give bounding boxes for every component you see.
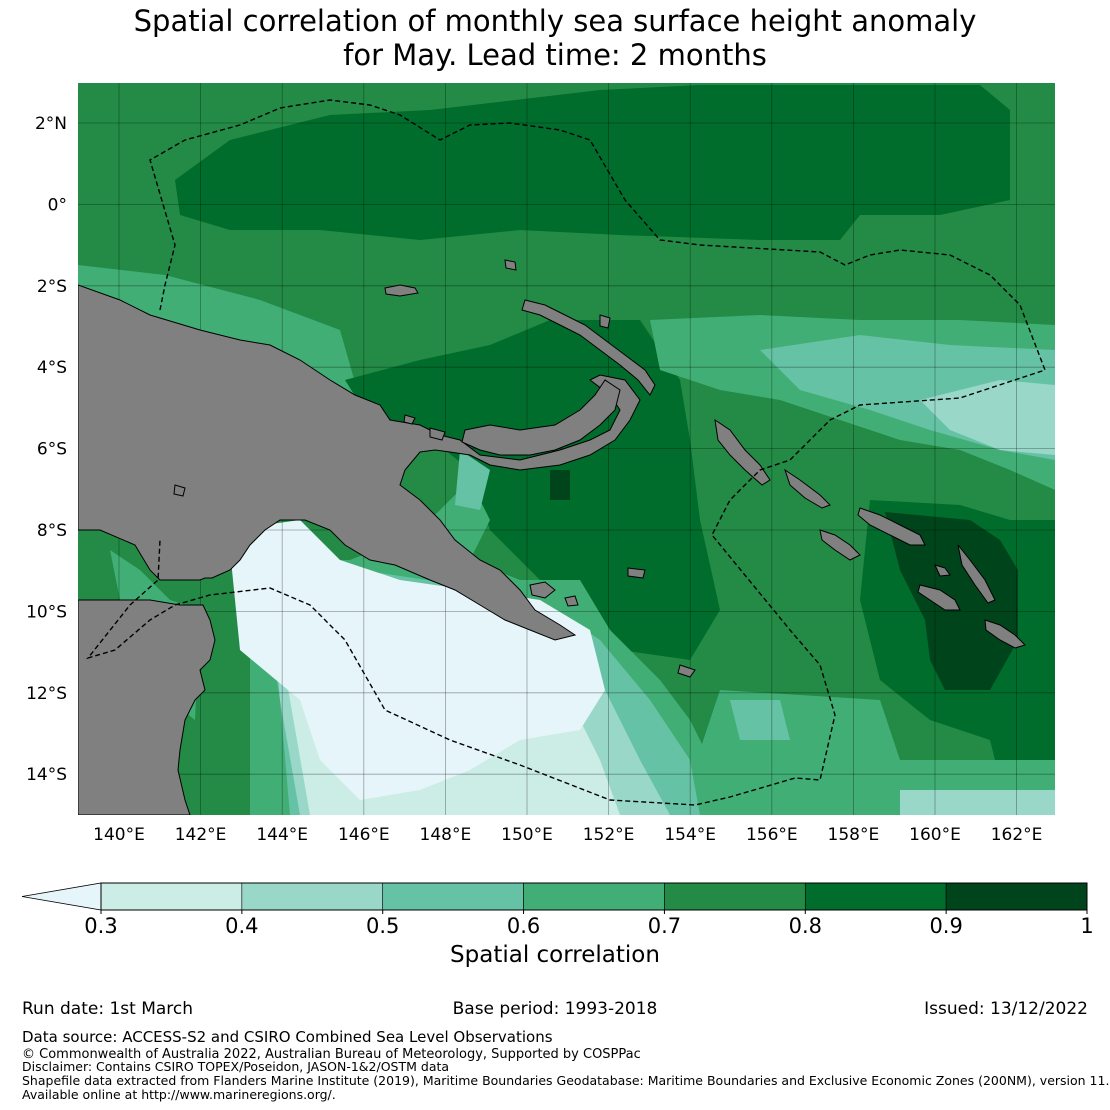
longitude-label: 162°E (991, 825, 1043, 845)
latitude-label: 0° (48, 195, 67, 215)
colorbar-bin (241, 882, 384, 911)
island-land (677, 664, 696, 678)
issued-date: Issued: 13/12/2022 (924, 999, 1088, 1019)
latitude-label: 12°S (26, 684, 67, 704)
title-line-2: for May. Lead time: 2 months (343, 38, 767, 72)
colorbar-frame (100, 882, 1088, 911)
disclaimer: Disclaimer: Contains CSIRO TOPEX/Poseido… (22, 1059, 450, 1074)
colorbar-tick-label: 0.3 (84, 914, 117, 938)
colorbar-bin (523, 882, 665, 911)
longitude-label: 146°E (338, 825, 390, 845)
latitude-label: 2°S (37, 277, 67, 297)
colorbar-tick-label: 0.6 (507, 914, 540, 938)
correlation-patch (455, 450, 490, 510)
colorbar-tick-label: 0.5 (366, 914, 399, 938)
colorbar-tick-label: 1 (1080, 914, 1093, 938)
availability: Available online at http://www.marinereg… (22, 1087, 336, 1102)
longitude-label: 158°E (828, 825, 880, 845)
latitude-label: 2°N (35, 114, 67, 134)
correlation-patch (228, 520, 605, 800)
island-land (627, 567, 646, 579)
longitude-label: 144°E (256, 825, 308, 845)
solomon-island-land (784, 468, 831, 509)
colorbar-bin (945, 882, 1088, 911)
colorbar-bin (664, 882, 806, 911)
longitude-label: 142°E (175, 825, 227, 845)
correlation-patch (550, 470, 570, 500)
shapefile-source: Shapefile data extracted from Flanders M… (22, 1073, 1110, 1088)
longitude-label: 150°E (501, 825, 553, 845)
colorbar-label: Spatial correlation (450, 942, 660, 968)
eez-boundary (86, 99, 1046, 806)
longitude-label: 148°E (420, 825, 472, 845)
longitude-label: 140°E (93, 825, 145, 845)
island-land (403, 414, 416, 425)
longitude-label: 156°E (746, 825, 798, 845)
solomon-island-land (984, 619, 1026, 649)
longitude-label: 152°E (583, 825, 635, 845)
solomon-island-land (934, 564, 951, 577)
correlation-patch (730, 700, 790, 740)
colorbar-tick-label: 0.4 (225, 914, 258, 938)
island-land (173, 484, 186, 497)
solomon-island-land (819, 529, 861, 561)
colorbar-extend-triangle (21, 882, 102, 911)
latitude-labels: 2°N 0° 2°S 4°S 6°S 8°S 10°S 12°S 14°S (26, 114, 67, 785)
colorbar-tick-label: 0.9 (929, 914, 962, 938)
solomon-island-land (857, 507, 926, 546)
longitude-label: 154°E (664, 825, 716, 845)
island-land (529, 581, 556, 599)
colorbar-tick-label: 0.8 (789, 914, 822, 938)
bougainville-land (714, 418, 771, 486)
correlation-patch (920, 380, 1055, 455)
map-title: Spatial correlation of monthly sea surfa… (0, 4, 1110, 72)
colorbar-tick-label: 0.7 (648, 914, 681, 938)
map-area (78, 83, 1055, 815)
land (78, 259, 1026, 815)
title-line-1: Spatial correlation of monthly sea surfa… (133, 4, 977, 38)
latitude-label: 10°S (26, 602, 67, 622)
data-source: Data source: ACCESS-S2 and CSIRO Combine… (22, 1028, 553, 1046)
australia-land (78, 599, 216, 815)
solomon-island-land (917, 584, 961, 611)
colorbar-bin (804, 882, 947, 911)
run-date: Run date: 1st March (22, 999, 194, 1019)
island-land (429, 427, 446, 441)
correlation-patch (700, 690, 1055, 815)
longitude-labels: 140°E 142°E 144°E 146°E 148°E 150°E 152°E 154°E… (93, 825, 1042, 845)
colorbar (21, 882, 1088, 911)
base-period: Base period: 1993-2018 (452, 999, 658, 1019)
new-britain-land (461, 379, 621, 456)
latitude-label: 14°S (26, 765, 67, 785)
latitude-label: 4°S (37, 358, 67, 378)
colorbar-ticks: 0.3 0.4 0.5 0.6 0.7 0.8 0.9 1 (84, 910, 1094, 938)
correlation-patch (175, 85, 1010, 240)
latitude-label: 6°S (37, 440, 67, 460)
colorbar-bin (100, 882, 243, 911)
manus-island-land (384, 284, 419, 297)
longitude-label: 160°E (909, 825, 961, 845)
latitude-label: 8°S (37, 521, 67, 541)
colorbar-bin (382, 882, 524, 911)
correlation-patch (900, 790, 1055, 815)
new-ireland-land (521, 299, 656, 396)
island-land (599, 314, 611, 329)
copyright: © Commonwealth of Australia 2022, Austra… (22, 1047, 641, 1062)
island-land (564, 595, 579, 607)
island-land (504, 259, 517, 271)
solomon-island-land (957, 544, 996, 604)
